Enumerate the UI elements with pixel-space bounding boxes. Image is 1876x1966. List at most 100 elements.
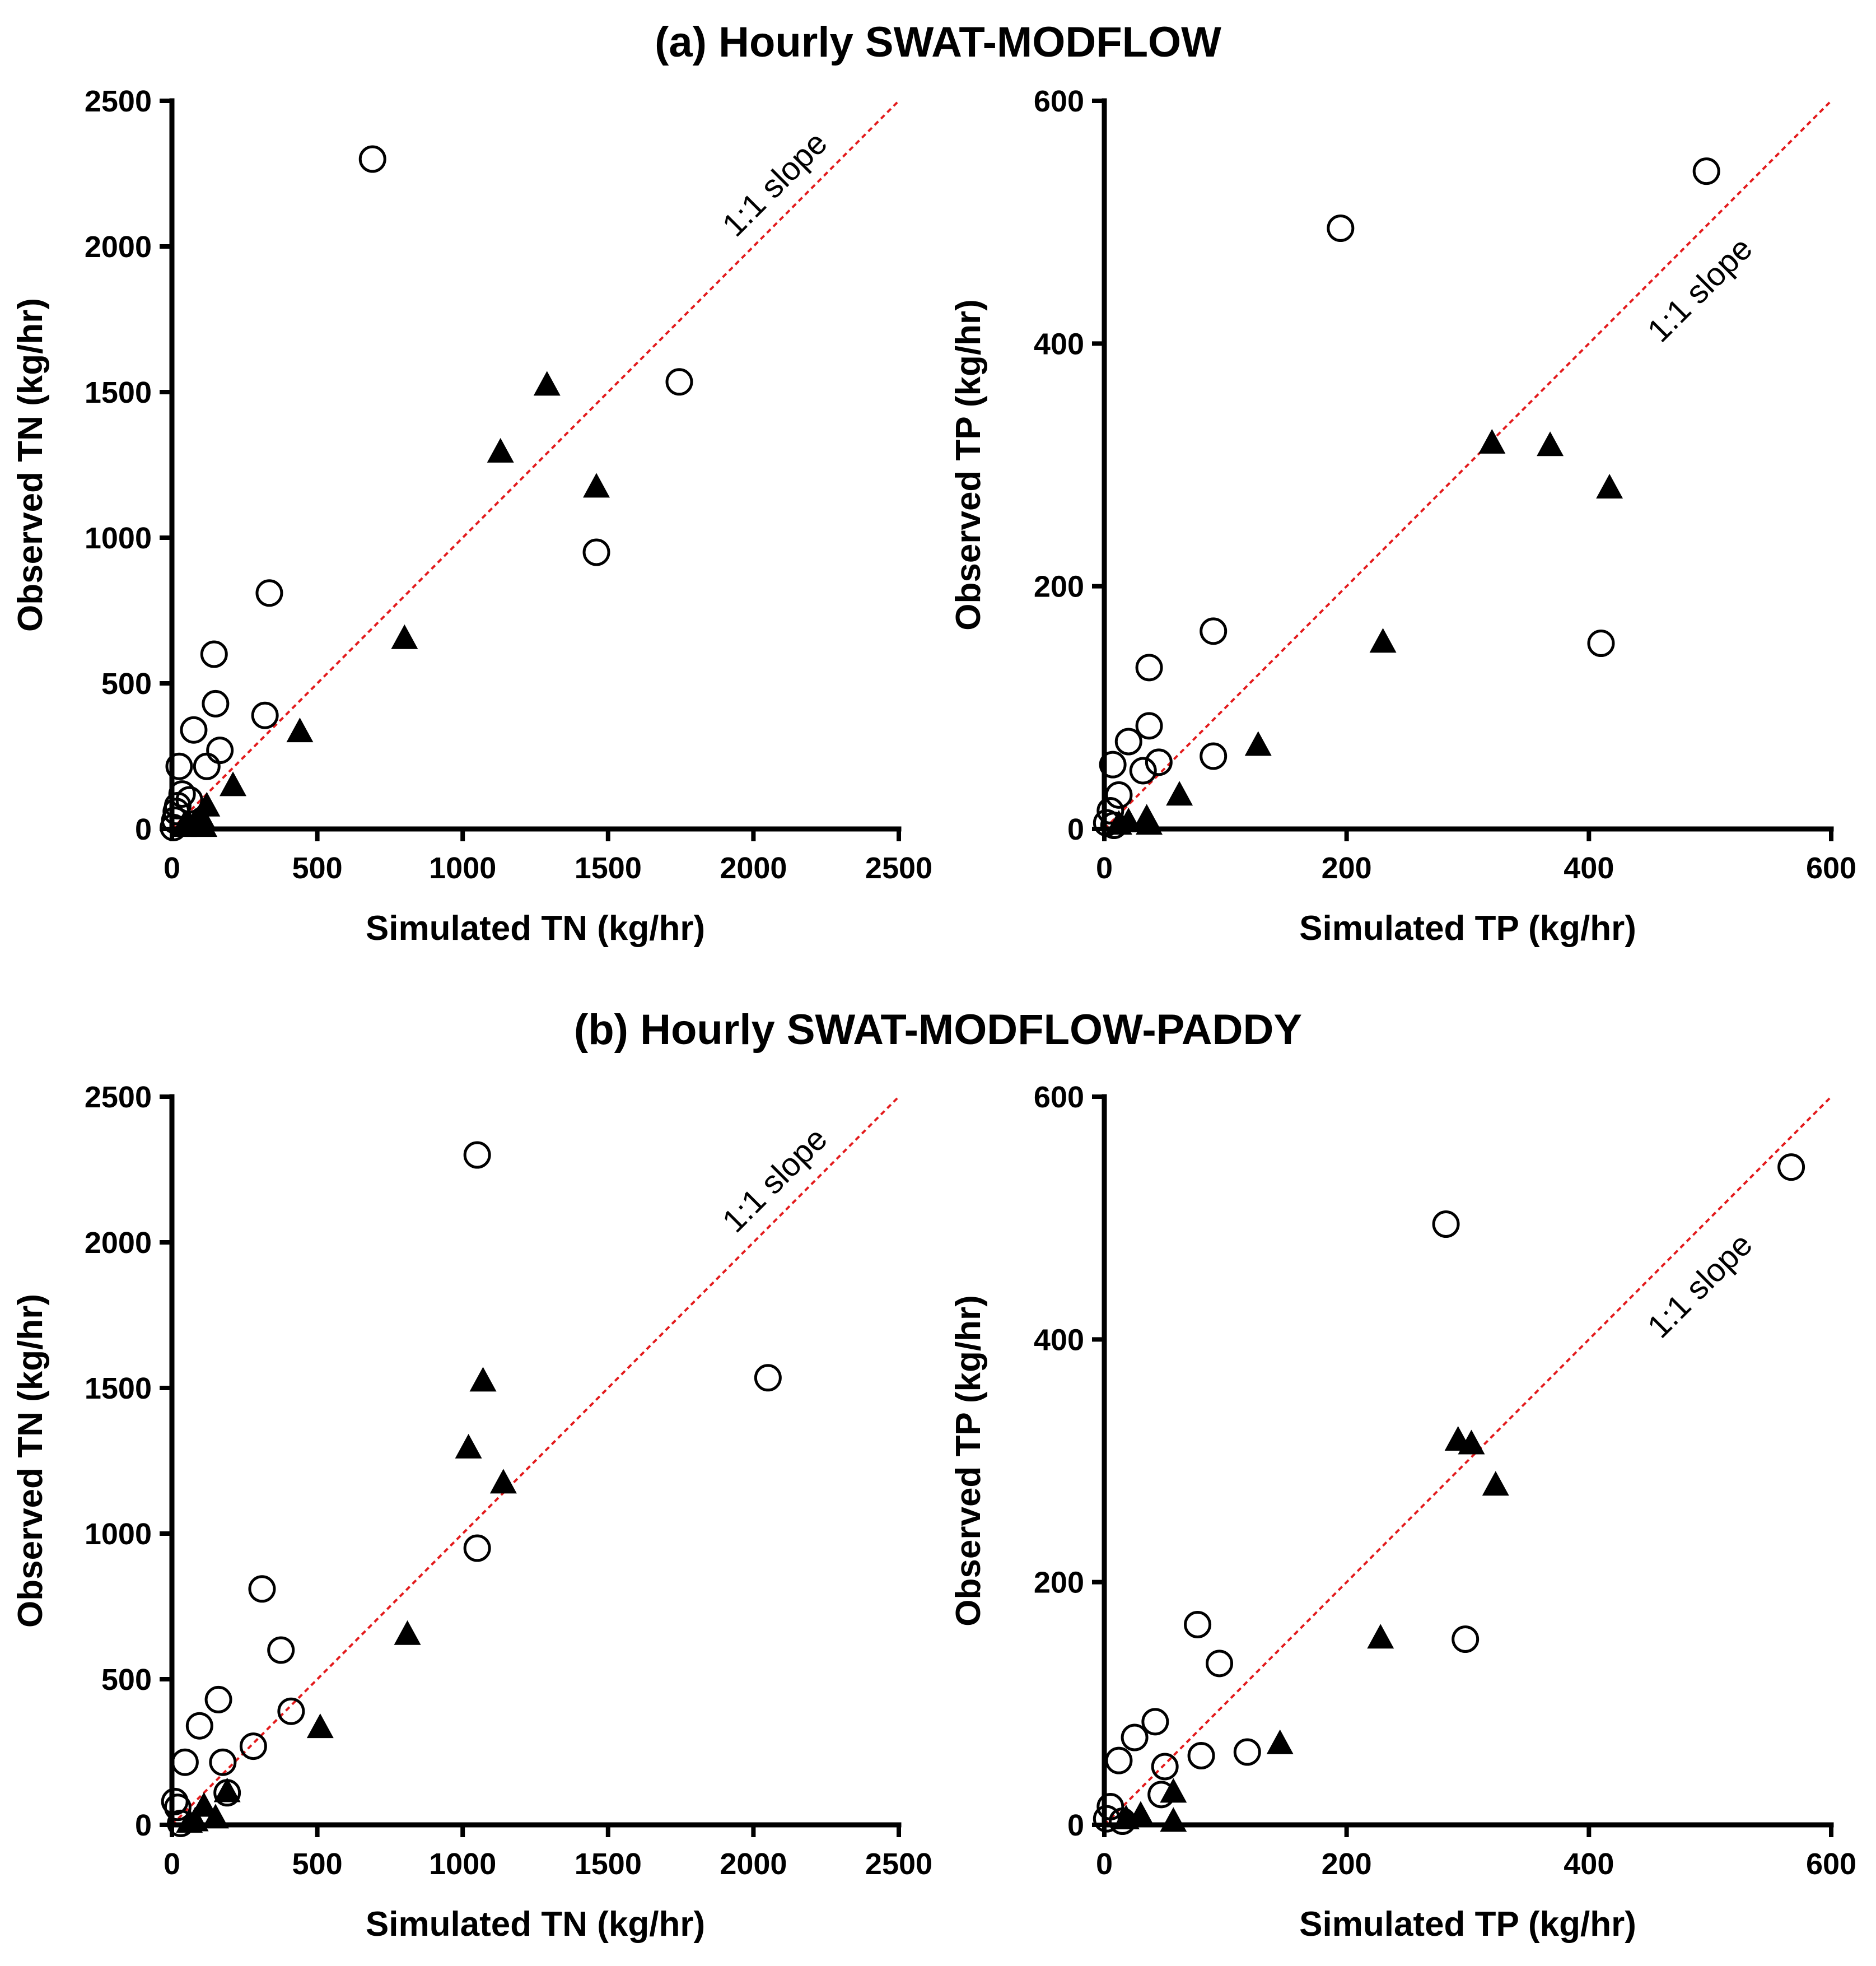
- one-to-one-slope-line: [171, 100, 900, 830]
- data-point-circle: [202, 690, 230, 718]
- data-point-triangle: [1482, 1471, 1509, 1496]
- y-tick-label: 2000: [85, 230, 152, 264]
- y-tick-label: 600: [1034, 1080, 1084, 1114]
- data-point-circle: [251, 701, 279, 729]
- data-point-triangle: [202, 1804, 229, 1829]
- y-tick-label: 0: [1067, 813, 1084, 846]
- one-to-one-slope-line: [1103, 100, 1832, 830]
- y-tick-label: 1500: [85, 1372, 152, 1405]
- data-point-circle: [200, 640, 228, 668]
- data-point-circle: [277, 1697, 305, 1725]
- data-point-triangle: [583, 473, 610, 498]
- data-point-triangle: [1166, 781, 1193, 806]
- x-tick-label: 0: [164, 1847, 180, 1881]
- data-point-circle: [754, 1364, 782, 1392]
- data-point-triangle: [469, 1367, 497, 1392]
- y-axis-title: Observed TN (kg/hr): [11, 1294, 50, 1628]
- data-point-circle: [1151, 1753, 1179, 1781]
- data-point-triangle: [1369, 628, 1397, 653]
- data-point-triangle: [190, 812, 218, 837]
- x-tick-label: 2500: [865, 851, 932, 885]
- data-point-triangle: [1136, 810, 1163, 835]
- data-point-circle: [1135, 654, 1163, 682]
- data-point-triangle: [220, 771, 247, 796]
- data-point-circle: [582, 538, 610, 566]
- data-point-triangle: [176, 1808, 203, 1833]
- data-point-triangle: [306, 1713, 334, 1739]
- data-point-triangle: [213, 1777, 241, 1802]
- data-point-circle: [1096, 797, 1124, 824]
- data-point-triangle: [1244, 731, 1272, 756]
- data-point-circle: [162, 798, 190, 826]
- one-to-one-slope-line: [171, 1096, 900, 1826]
- y-axis-title: Observed TN (kg/hr): [11, 298, 50, 632]
- x-axis-title: Simulated TN (kg/hr): [366, 909, 705, 948]
- chart-a-tp: 1:1 slope 0 200 400 600 0 200 400 600 Simulated T…: [949, 85, 1856, 948]
- data-point-circle: [193, 752, 221, 780]
- y-tick-label: 500: [101, 667, 152, 701]
- data-point-triangle: [394, 1620, 421, 1645]
- x-tick-label: 1000: [429, 851, 496, 885]
- data-point-circle: [1135, 712, 1163, 740]
- x-tick-label: 600: [1806, 851, 1856, 885]
- y-tick-label: 1000: [85, 521, 152, 555]
- y-tick-label: 400: [1034, 1323, 1084, 1357]
- y-tick-label: 2000: [85, 1226, 152, 1260]
- data-point-circle: [1777, 1153, 1805, 1181]
- y-tick-label: 1500: [85, 376, 152, 409]
- y-tick-label: 0: [1067, 1809, 1084, 1842]
- data-point-circle: [1114, 728, 1142, 756]
- data-point-circle: [1129, 757, 1157, 785]
- x-tick-label: 400: [1564, 1847, 1614, 1881]
- y-tick-label: 200: [1034, 1566, 1084, 1600]
- y-tick-label: 500: [101, 1663, 152, 1697]
- data-point-triangle: [391, 624, 418, 649]
- x-tick-label: 200: [1322, 851, 1372, 885]
- data-point-triangle: [533, 371, 561, 396]
- data-point-circle: [180, 716, 208, 744]
- x-tick-label: 1000: [429, 1847, 496, 1881]
- data-point-circle: [1206, 1650, 1234, 1678]
- x-tick-label: 2000: [720, 1847, 787, 1881]
- y-axis-title: Observed TP (kg/hr): [949, 299, 988, 630]
- x-tick-label: 0: [1096, 851, 1113, 885]
- data-point-circle: [209, 1748, 237, 1776]
- data-point-circle: [1121, 1723, 1149, 1751]
- data-point-circle: [171, 1748, 199, 1776]
- y-tick-label: 400: [1034, 327, 1084, 361]
- data-point-circle: [1099, 751, 1127, 779]
- one-to-one-slope-line: [1103, 1096, 1832, 1826]
- x-tick-label: 0: [164, 851, 180, 885]
- data-point-triangle: [489, 1469, 517, 1494]
- data-point-circle: [1105, 1746, 1133, 1774]
- data-point-circle: [248, 1575, 276, 1603]
- data-point-triangle: [1160, 1778, 1187, 1803]
- x-tick-label: 0: [1096, 1847, 1113, 1881]
- data-point-triangle: [1105, 810, 1132, 835]
- panel-a-title: (a) Hourly SWAT-MODFLOW: [655, 18, 1221, 66]
- data-point-circle: [358, 145, 386, 173]
- data-point-triangle: [1112, 1805, 1140, 1830]
- chart-b-tp: 1:1 slope 0 200 400 600 0 200 400 600 Simulated T…: [949, 1080, 1856, 1944]
- data-point-circle: [239, 1732, 267, 1760]
- data-point-triangle: [1458, 1429, 1485, 1455]
- slope-label: 1:1 slope: [1640, 230, 1759, 349]
- data-point-circle: [1233, 1738, 1261, 1766]
- y-tick-label: 0: [135, 813, 152, 846]
- data-point-circle: [665, 368, 693, 396]
- y-tick-label: 1000: [85, 1517, 152, 1551]
- slope-label: 1:1 slope: [1640, 1226, 1759, 1345]
- data-point-circle: [1141, 1708, 1169, 1736]
- data-point-triangle: [1160, 1807, 1187, 1832]
- x-tick-label: 1500: [575, 851, 642, 885]
- data-point-circle: [1145, 748, 1173, 776]
- data-point-circle: [1692, 157, 1720, 185]
- x-tick-label: 400: [1564, 851, 1614, 885]
- data-point-triangle: [170, 812, 197, 837]
- data-point-circle: [1105, 781, 1133, 809]
- data-point-triangle: [286, 718, 314, 743]
- x-tick-label: 1500: [575, 1847, 642, 1881]
- data-point-circle: [255, 579, 283, 607]
- x-tick-label: 600: [1806, 1847, 1856, 1881]
- x-tick-label: 2500: [865, 1847, 932, 1881]
